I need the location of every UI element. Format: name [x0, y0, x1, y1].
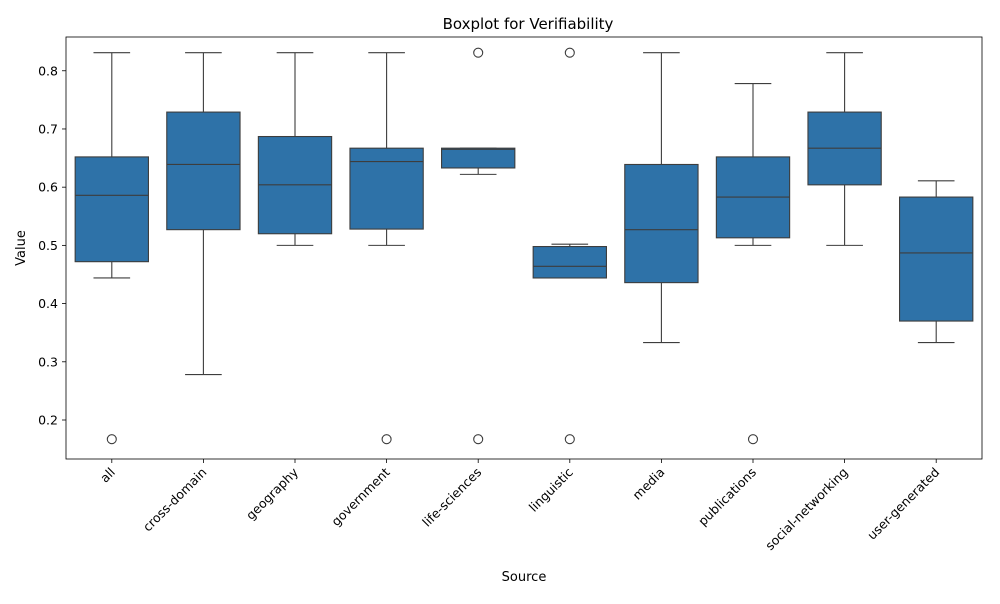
- plot-frame: [65, 36, 983, 460]
- box-group-all: [74, 52, 149, 445]
- outlier-government-0: [381, 434, 392, 445]
- box-linguistic: [532, 245, 607, 279]
- outlier-life-sciences-0: [473, 47, 484, 58]
- box-group-life-sciences: [441, 47, 516, 445]
- y-tick-label-4: 0.6: [38, 180, 58, 195]
- x-tick-label-life-sciences: life-sciences: [419, 465, 484, 530]
- y-tick-label-2: 0.4: [38, 296, 58, 311]
- y-tick-label-6: 0.8: [38, 63, 58, 78]
- box-group-publications: [715, 83, 791, 445]
- x-tick-label-social-networking: social-networking: [762, 465, 851, 554]
- y-tick-label-1: 0.3: [38, 354, 58, 369]
- box-group-government: [349, 52, 424, 445]
- x-tick-label-linguistic: linguistic: [526, 464, 576, 514]
- box-group-user-generated: [899, 180, 974, 344]
- box-group-linguistic: [532, 47, 607, 445]
- box-cross-domain: [166, 111, 241, 231]
- box-all: [74, 156, 149, 263]
- box-group-social-networking: [807, 52, 882, 246]
- box-group-cross-domain: [166, 52, 241, 376]
- chart-title: Boxplot for Verifiability: [443, 15, 614, 33]
- x-tick-label-government: government: [328, 464, 393, 529]
- outlier-publications-0: [747, 434, 759, 445]
- box-life-sciences: [441, 147, 516, 169]
- outlier-life-sciences-1: [473, 434, 484, 445]
- boxes-layer: [74, 47, 974, 445]
- x-tick-label-all: all: [97, 465, 118, 486]
- box-user-generated: [899, 196, 974, 322]
- outlier-linguistic-1: [564, 434, 575, 445]
- outlier-all-0: [106, 434, 117, 445]
- box-media: [624, 163, 699, 284]
- x-tick-label-cross-domain: cross-domain: [140, 465, 210, 535]
- x-tick-label-geography: geography: [243, 464, 302, 523]
- y-tick-label-3: 0.5: [38, 238, 58, 253]
- y-tick-label-0: 0.2: [38, 413, 58, 428]
- y-axis-label: Value: [14, 230, 29, 266]
- box-group-media: [624, 52, 699, 344]
- box-group-geography: [257, 52, 333, 246]
- outlier-linguistic-0: [564, 47, 575, 58]
- x-tick-label-media: media: [629, 465, 667, 503]
- y-tick-label-5: 0.7: [38, 121, 58, 136]
- x-tick-label-publications: publications: [695, 465, 759, 529]
- x-axis-label: Source: [502, 570, 547, 585]
- box-government: [349, 147, 424, 230]
- x-tick-label-user-generated: user-generated: [864, 465, 942, 543]
